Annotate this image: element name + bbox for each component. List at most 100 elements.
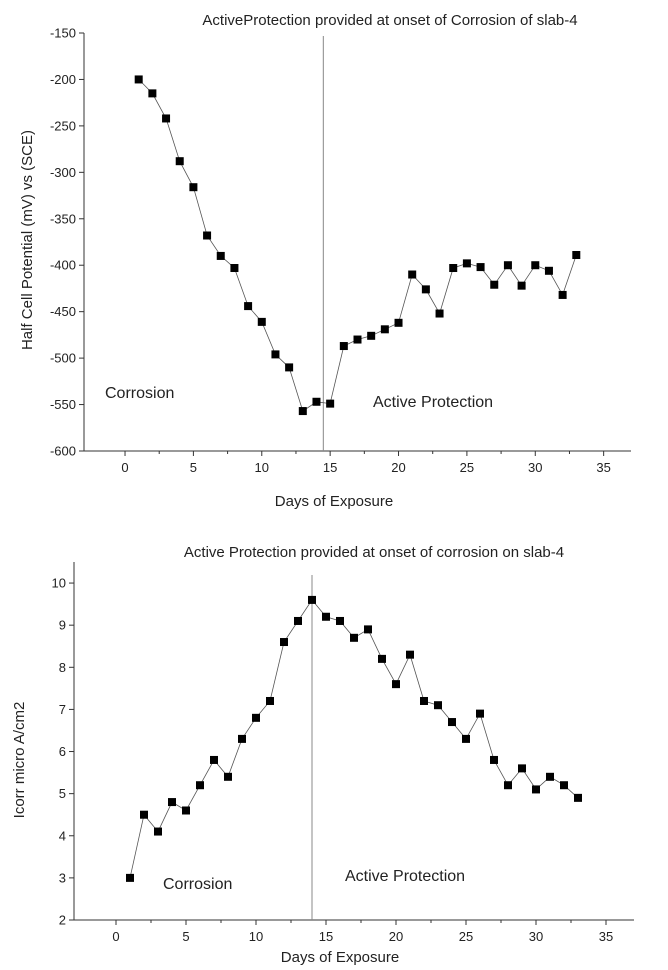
data-point xyxy=(312,397,321,406)
x-tick-label: 15 xyxy=(319,929,333,944)
y-tick-label: 8 xyxy=(59,660,66,675)
data-point xyxy=(392,680,400,689)
data-point xyxy=(257,317,266,326)
data-point xyxy=(298,407,307,416)
data-point xyxy=(367,331,376,340)
data-point xyxy=(574,793,582,802)
data-point xyxy=(394,318,403,327)
data-point xyxy=(408,270,417,279)
y-tick-label: -600 xyxy=(50,444,76,459)
data-point xyxy=(378,654,386,663)
chart-title: ActiveProtection provided at onset of Co… xyxy=(202,12,577,29)
data-point xyxy=(353,335,362,344)
x-tick-label: 20 xyxy=(389,929,403,944)
data-point xyxy=(560,781,568,790)
x-tick-label: 25 xyxy=(459,929,473,944)
annotation-active-protection: Active Protection xyxy=(345,868,465,885)
x-tick-label: 10 xyxy=(255,460,269,475)
data-point xyxy=(435,309,444,318)
y-tick-label: 7 xyxy=(59,702,66,717)
data-point xyxy=(546,772,554,781)
y-tick-label: -350 xyxy=(50,211,76,226)
chart-title: Active Protection provided at onset of c… xyxy=(184,544,564,561)
x-tick-label: 25 xyxy=(460,460,474,475)
data-point xyxy=(175,157,184,166)
data-point xyxy=(503,261,512,270)
data-point xyxy=(285,363,294,372)
data-point xyxy=(558,290,567,299)
annotation-active-protection: Active Protection xyxy=(373,394,493,411)
x-tick-label: 30 xyxy=(528,460,542,475)
tick-labels: 0 5 10 15 20 25 30 35 -150 -200 -250 -300 -350 -400 -4… xyxy=(50,26,611,476)
data-point xyxy=(448,718,456,727)
data-point xyxy=(380,325,389,334)
data-point xyxy=(210,755,218,764)
axes xyxy=(83,33,631,452)
data-point xyxy=(168,798,176,807)
data-point xyxy=(148,89,157,98)
data-point xyxy=(350,633,358,642)
tick-marks xyxy=(79,32,605,456)
x-axis-label: Days of Exposure xyxy=(281,949,399,966)
x-tick-label: 35 xyxy=(599,929,613,944)
data-point xyxy=(216,251,225,260)
chart-half-cell-potential: ActiveProtection provided at onset of Co… xyxy=(19,12,631,510)
y-tick-label: 5 xyxy=(59,786,66,801)
data-point xyxy=(196,781,204,790)
data-point xyxy=(189,183,198,192)
data-point xyxy=(518,764,526,773)
y-axis-label: Icorr micro A/cm2 xyxy=(11,702,28,819)
data-point xyxy=(420,696,428,705)
axes xyxy=(73,562,634,921)
data-point xyxy=(531,261,540,270)
x-tick-label: 10 xyxy=(249,929,263,944)
data-point xyxy=(308,595,316,604)
data-point xyxy=(504,781,512,790)
data-point xyxy=(476,263,485,272)
data-point xyxy=(434,701,442,710)
data-point xyxy=(294,616,302,625)
data-point xyxy=(532,785,540,794)
data-point xyxy=(252,713,260,722)
tick-labels: 0 5 10 15 20 25 30 35 2 3 4 5 6 7 8 9 10 xyxy=(52,576,614,944)
data-point xyxy=(462,734,470,743)
y-tick-label: -150 xyxy=(50,26,76,41)
x-tick-label: 5 xyxy=(182,929,189,944)
tick-marks xyxy=(69,582,607,925)
data-point xyxy=(224,772,232,781)
x-axis-label: Days of Exposure xyxy=(275,493,393,510)
chart-icorr: Active Protection provided at onset of c… xyxy=(11,544,634,966)
data-point xyxy=(182,806,190,815)
data-point xyxy=(476,709,484,718)
x-tick-label: 35 xyxy=(596,460,610,475)
y-tick-label: 2 xyxy=(59,913,66,928)
data-point xyxy=(326,399,335,408)
data-point xyxy=(322,612,330,621)
annotation-corrosion: Corrosion xyxy=(163,876,232,893)
x-tick-label: 30 xyxy=(529,929,543,944)
data-point xyxy=(280,638,288,647)
data-point xyxy=(126,873,134,882)
data-point xyxy=(462,259,471,268)
y-tick-label: -250 xyxy=(50,118,76,133)
y-tick-label: -500 xyxy=(50,351,76,366)
data-point xyxy=(238,734,246,743)
y-tick-label: -400 xyxy=(50,258,76,273)
y-tick-label: -450 xyxy=(50,304,76,319)
y-axis-label: Half Cell Potential (mV) vs (SCE) xyxy=(19,130,36,350)
data-points xyxy=(134,75,581,416)
data-point xyxy=(244,302,253,311)
y-tick-label: -550 xyxy=(50,397,76,412)
x-tick-label: 15 xyxy=(323,460,337,475)
data-point xyxy=(162,114,171,123)
data-point xyxy=(490,280,499,289)
data-point xyxy=(421,285,430,294)
data-point xyxy=(140,810,148,819)
data-point xyxy=(490,755,498,764)
x-tick-label: 5 xyxy=(190,460,197,475)
x-tick-label: 20 xyxy=(391,460,405,475)
y-tick-label: 10 xyxy=(52,576,66,591)
y-tick-label: 9 xyxy=(59,618,66,633)
data-point xyxy=(154,827,162,836)
